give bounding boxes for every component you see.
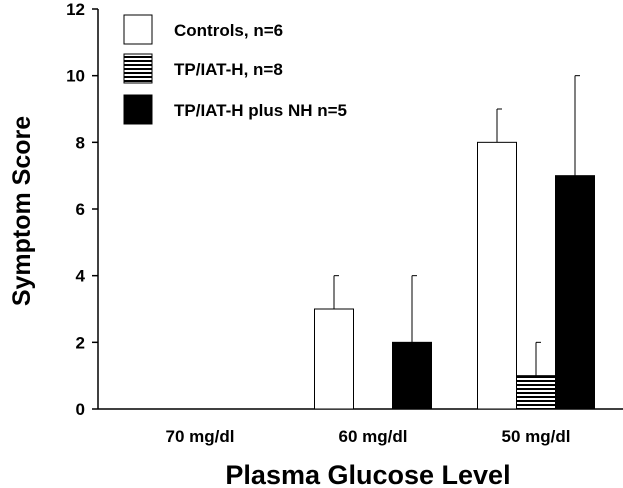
bar-horizontal-stripes: [516, 375, 556, 410]
x-axis-labels: 70 mg/dl 60 mg/dl 50 mg/dl: [166, 427, 571, 446]
bar-black: [392, 341, 432, 410]
bars-group: [314, 75, 595, 410]
bar-white: [477, 141, 517, 410]
y-tick-label: 10: [66, 67, 85, 86]
x-axis-title: Plasma Glucose Level: [225, 460, 510, 488]
y-tick-label: 8: [76, 133, 85, 152]
y-axis-title: Symptom Score: [8, 116, 36, 306]
y-tick-label: 4: [76, 267, 86, 286]
x-category-label: 70 mg/dl: [166, 427, 235, 446]
legend-label: Controls, n=6: [174, 21, 283, 40]
legend: Controls, n=6 TP/IAT-H, n=8 TP/IAT-H plus …: [123, 14, 347, 125]
legend-swatch-black: [123, 94, 153, 125]
x-category-label: 60 mg/dl: [339, 427, 408, 446]
bar-white: [314, 308, 354, 410]
x-category-label: 50 mg/dl: [502, 427, 571, 446]
y-axis-ticks: 0 2 4 6 8 10 12: [66, 0, 98, 419]
legend-swatch-white: [123, 14, 153, 45]
legend-label: TP/IAT-H plus NH n=5: [174, 101, 347, 120]
y-tick-label: 12: [66, 0, 85, 19]
bar-black: [555, 175, 595, 410]
y-tick-label: 0: [76, 400, 85, 419]
y-tick-label: 6: [76, 200, 85, 219]
legend-label: TP/IAT-H, n=8: [174, 60, 283, 79]
legend-swatch-horizontal-stripes: [123, 53, 153, 84]
y-tick-label: 2: [76, 333, 85, 352]
